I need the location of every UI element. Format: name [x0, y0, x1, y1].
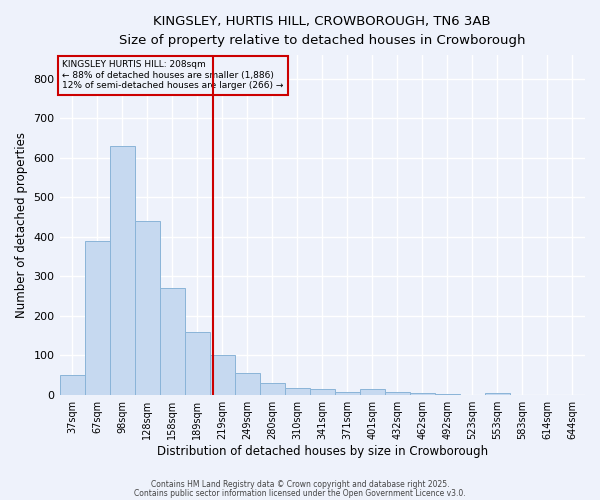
Text: KINGSLEY HURTIS HILL: 208sqm
← 88% of detached houses are smaller (1,886)
12% of: KINGSLEY HURTIS HILL: 208sqm ← 88% of de… [62, 60, 284, 90]
Title: KINGSLEY, HURTIS HILL, CROWBOROUGH, TN6 3AB
Size of property relative to detache: KINGSLEY, HURTIS HILL, CROWBOROUGH, TN6 … [119, 15, 526, 47]
Bar [59, 375, 85, 394]
Bar [134, 221, 160, 394]
Bar [360, 389, 385, 394]
Bar [235, 373, 260, 394]
Bar [310, 389, 335, 394]
Bar [335, 392, 360, 394]
Bar [209, 355, 235, 395]
Bar [410, 392, 435, 394]
Text: Contains HM Land Registry data © Crown copyright and database right 2025.: Contains HM Land Registry data © Crown c… [151, 480, 449, 489]
Bar [485, 392, 510, 394]
Bar [285, 388, 310, 394]
Bar [160, 288, 185, 395]
Y-axis label: Number of detached properties: Number of detached properties [15, 132, 28, 318]
Text: Contains public sector information licensed under the Open Government Licence v3: Contains public sector information licen… [134, 489, 466, 498]
Bar [185, 332, 209, 394]
Bar [260, 383, 285, 394]
Bar [85, 240, 110, 394]
Bar [110, 146, 134, 394]
X-axis label: Distribution of detached houses by size in Crowborough: Distribution of detached houses by size … [157, 444, 488, 458]
Bar [385, 392, 410, 394]
